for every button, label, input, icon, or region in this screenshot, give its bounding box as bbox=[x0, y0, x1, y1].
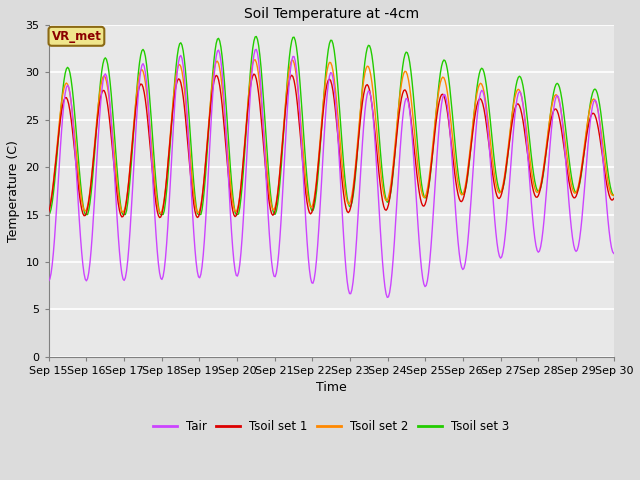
Y-axis label: Temperature (C): Temperature (C) bbox=[7, 140, 20, 242]
X-axis label: Time: Time bbox=[316, 381, 347, 395]
Legend: Tair, Tsoil set 1, Tsoil set 2, Tsoil set 3: Tair, Tsoil set 1, Tsoil set 2, Tsoil se… bbox=[148, 416, 514, 438]
Title: Soil Temperature at -4cm: Soil Temperature at -4cm bbox=[244, 7, 419, 21]
Text: VR_met: VR_met bbox=[51, 30, 101, 43]
